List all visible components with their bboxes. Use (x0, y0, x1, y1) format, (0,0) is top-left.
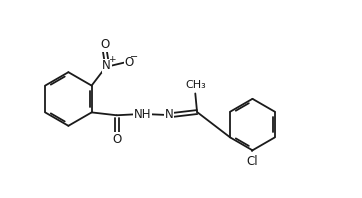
Text: O: O (112, 133, 121, 146)
Text: O: O (100, 38, 109, 51)
Text: N: N (165, 109, 173, 121)
Text: +: + (108, 55, 115, 64)
Text: O: O (124, 56, 134, 69)
Text: N: N (102, 59, 111, 72)
Text: −: − (130, 52, 139, 62)
Text: CH₃: CH₃ (185, 80, 206, 90)
Text: NH: NH (134, 108, 151, 121)
Text: Cl: Cl (247, 155, 258, 168)
